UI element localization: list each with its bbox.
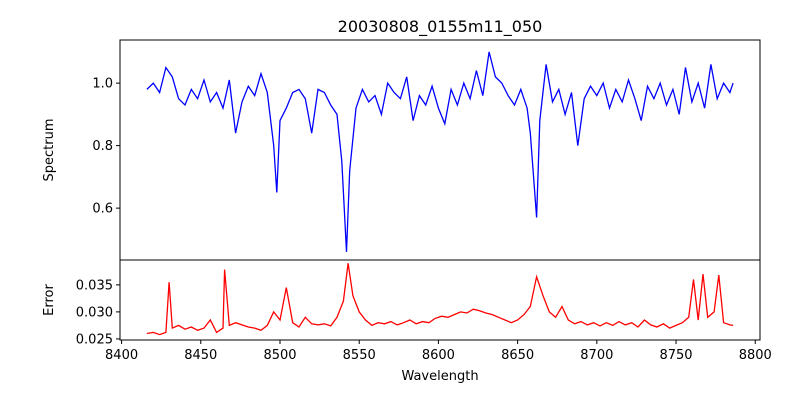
error-line <box>146 263 734 336</box>
x-tick-label: 8600 <box>422 348 455 363</box>
y-tick-label: 0.8 <box>92 139 113 154</box>
y-tick-label: 0.6 <box>92 202 113 217</box>
x-tick-label: 8750 <box>659 348 692 363</box>
x-tick-label: 8650 <box>501 348 534 363</box>
axes-frame <box>119 39 761 261</box>
x-tick-label: 8450 <box>184 348 217 363</box>
x-tick-label: 8700 <box>580 348 613 363</box>
x-tick-label: 8550 <box>343 348 376 363</box>
spectrum-axes: 0.6 0.8 1.0 <box>92 39 761 261</box>
x-tick-label: 8800 <box>739 348 772 363</box>
error-axes: 0.025 0.030 0.035 8400 8450 8500 8550 8600 8650 8… <box>76 259 772 363</box>
y-tick-label: 0.025 <box>76 332 113 347</box>
y-axis-label-error: Error <box>42 284 57 316</box>
y-tick-label: 0.035 <box>76 278 113 293</box>
axes-frame <box>119 259 761 341</box>
x-tick-label: 8500 <box>263 348 296 363</box>
spectrum-line <box>146 51 734 252</box>
x-tick-label: 8400 <box>105 348 138 363</box>
chart-title: 20030808_0155m11_050 <box>338 17 543 37</box>
y-tick-label: 1.0 <box>92 77 113 92</box>
y-axis-label-spectrum: Spectrum <box>42 119 57 182</box>
y-tick-label: 0.030 <box>76 305 113 320</box>
x-axis-label: Wavelength <box>401 369 478 384</box>
